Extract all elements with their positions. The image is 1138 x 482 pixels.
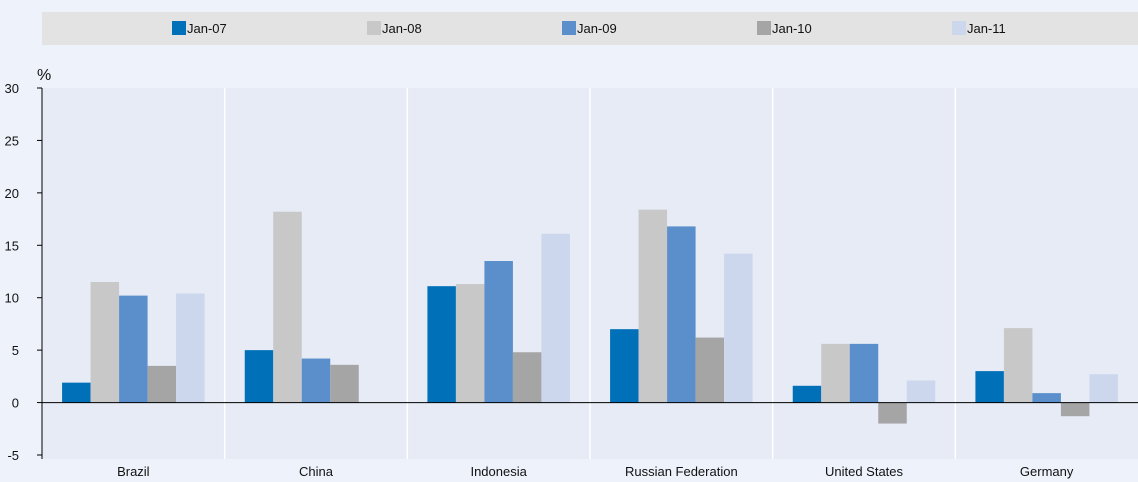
bar-Jan-10-indonesia bbox=[512, 352, 542, 403]
bar-Jan-08-china bbox=[273, 211, 302, 403]
bar-Jan-10-russian-federation bbox=[695, 337, 725, 403]
bar-Jan-07-germany bbox=[975, 371, 1004, 403]
bar-Jan-07-brazil bbox=[62, 382, 91, 403]
x-category-label: Brazil bbox=[117, 464, 150, 479]
bar-Jan-11-indonesia bbox=[541, 233, 570, 403]
y-tick-label: 5 bbox=[12, 343, 19, 358]
bar-Jan-09-united-states bbox=[849, 343, 879, 403]
bar-Jan-10-brazil bbox=[147, 365, 177, 403]
legend: Jan-07 Jan-08 Jan-09 Jan-10 Jan-11 bbox=[172, 21, 1006, 36]
bar-Jan-11-russian-federation bbox=[724, 253, 753, 403]
x-category-label: Russian Federation bbox=[625, 464, 738, 479]
legend-label-Jan-09: Jan-09 bbox=[577, 21, 617, 36]
x-category-label: United States bbox=[825, 464, 904, 479]
axes bbox=[41, 88, 1138, 459]
legend-swatch-Jan-10 bbox=[757, 21, 771, 35]
legend-swatch-Jan-11 bbox=[952, 21, 966, 35]
bar-Jan-11-germany bbox=[1089, 374, 1118, 403]
bars bbox=[62, 209, 1118, 424]
bar-Jan-07-china bbox=[244, 350, 274, 403]
y-tick-label: 20 bbox=[5, 186, 19, 201]
y-tick-label: -5 bbox=[7, 448, 19, 463]
bar-Jan-11-brazil bbox=[176, 293, 205, 403]
bar-Jan-08-united-states bbox=[821, 343, 850, 403]
x-category-label: China bbox=[299, 464, 334, 479]
y-axis-unit: % bbox=[37, 67, 51, 84]
x-category-label: Indonesia bbox=[470, 464, 527, 479]
legend-swatch-Jan-07 bbox=[172, 21, 186, 35]
y-tick-label: 30 bbox=[5, 81, 19, 96]
bar-Jan-09-indonesia bbox=[484, 261, 513, 403]
legend-swatch-Jan-08 bbox=[367, 21, 381, 35]
bar-Jan-08-russian-federation bbox=[638, 209, 668, 403]
bar-Jan-11-united-states bbox=[906, 380, 936, 403]
legend-label-Jan-11: Jan-11 bbox=[967, 21, 1006, 36]
bar-Jan-10-china bbox=[330, 364, 359, 403]
legend-swatch-Jan-09 bbox=[562, 21, 576, 35]
legend-label-Jan-10: Jan-10 bbox=[772, 21, 812, 36]
bar-Jan-09-germany bbox=[1032, 393, 1061, 403]
bar-Jan-09-brazil bbox=[119, 295, 148, 403]
y-axis-ticks: -5 0 5 10 15 20 25 30 bbox=[5, 81, 42, 463]
bar-Jan-08-germany bbox=[1003, 328, 1033, 403]
bar-Jan-08-indonesia bbox=[455, 284, 485, 403]
y-tick-label: 0 bbox=[12, 396, 19, 411]
y-tick-label: 25 bbox=[5, 133, 19, 148]
x-category-label: Germany bbox=[1020, 464, 1074, 479]
bar-Jan-09-russian-federation bbox=[667, 226, 696, 403]
bar-Jan-07-russian-federation bbox=[610, 329, 639, 403]
bar-Jan-08-brazil bbox=[90, 281, 120, 403]
legend-label-Jan-08: Jan-08 bbox=[382, 21, 422, 36]
bar-Jan-10-united-states bbox=[878, 402, 907, 424]
category-separators bbox=[223, 88, 957, 459]
y-tick-label: 10 bbox=[5, 291, 19, 306]
y-tick-label: 15 bbox=[5, 238, 19, 253]
legend-label-Jan-07: Jan-07 bbox=[187, 21, 227, 36]
x-axis-labels: Brazil China Indonesia Russian Federation Un… bbox=[117, 464, 1074, 479]
bar-Jan-09-china bbox=[301, 358, 331, 403]
bar-Jan-07-united-states bbox=[792, 385, 822, 403]
bar-Jan-10-germany bbox=[1060, 402, 1090, 417]
bar-Jan-07-indonesia bbox=[427, 286, 456, 403]
